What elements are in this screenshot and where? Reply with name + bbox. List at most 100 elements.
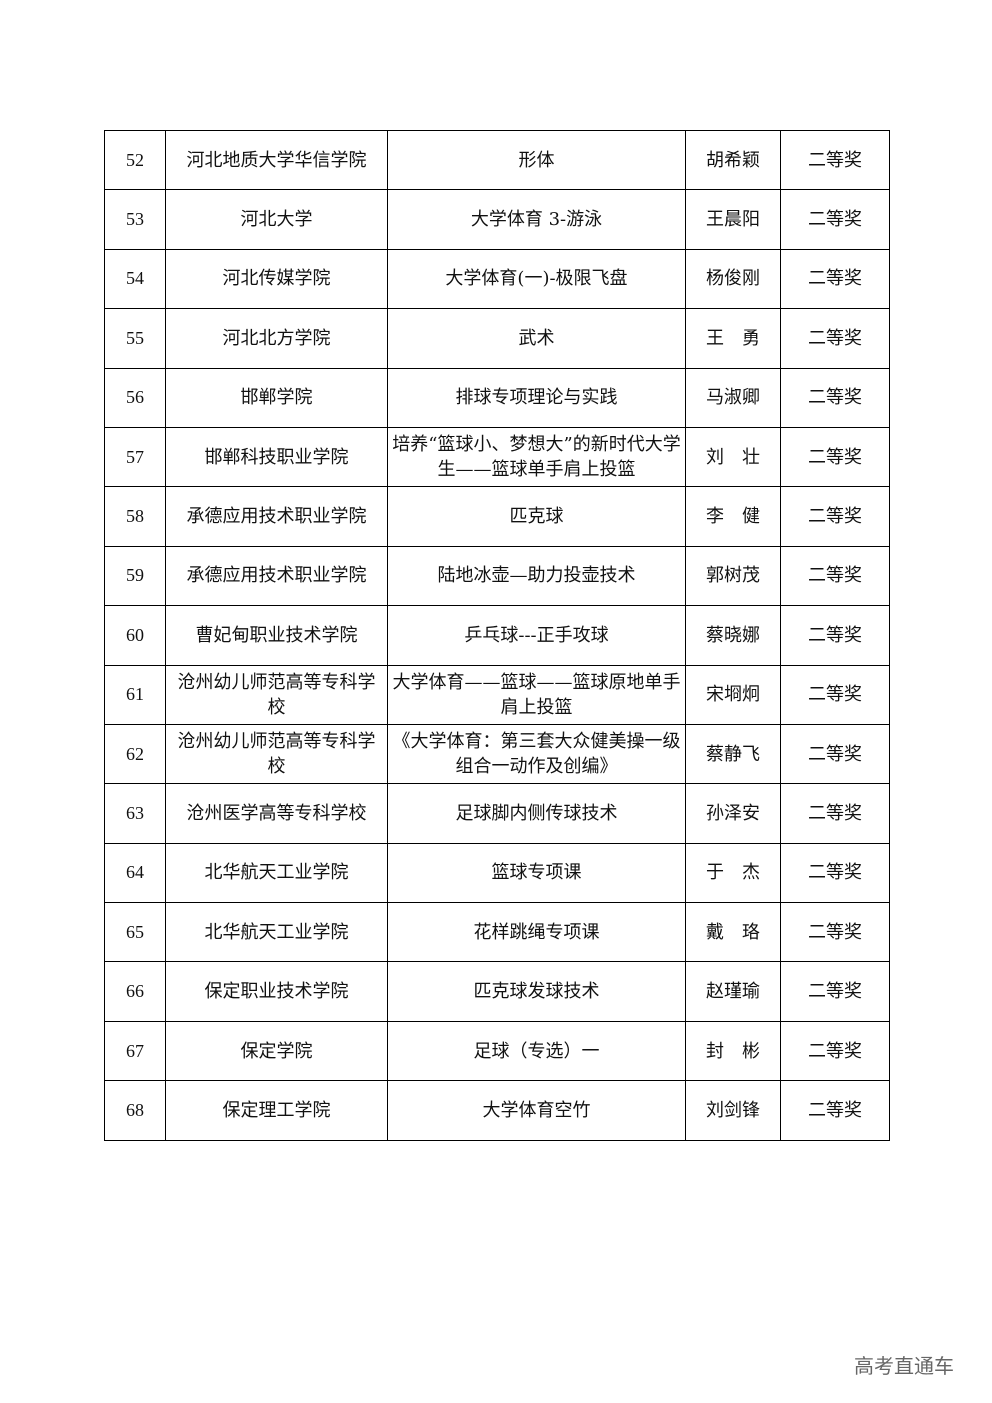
row-number: 57 [104, 426, 166, 488]
award-cell: 二等奖 [780, 308, 890, 369]
table-row: 61 沧州幼儿师范高等专科学校 大学体育——篮球——篮球原地单手肩上投篮 宋埛炯 二等奖 [104, 664, 890, 725]
row-number: 64 [104, 842, 166, 904]
award-cell: 二等奖 [780, 545, 890, 607]
row-number: 68 [104, 1080, 166, 1141]
award-cell: 二等奖 [780, 367, 890, 428]
award-cell: 二等奖 [780, 783, 890, 844]
school-cell: 河北传媒学院 [165, 248, 388, 310]
course-cell: 培养“篮球小、梦想大”的新时代大学生——篮球单手肩上投篮 [387, 426, 686, 488]
school-cell: 北华航天工业学院 [165, 842, 388, 904]
teacher-cell: 戴 珞 [685, 902, 781, 963]
teacher-cell: 刘 壮 [685, 426, 781, 488]
teacher-cell: 王晨阳 [685, 189, 781, 250]
school-cell: 沧州医学高等专科学校 [165, 783, 388, 844]
school-cell: 保定职业技术学院 [165, 961, 388, 1022]
course-cell: 足球脚内侧传球技术 [387, 783, 686, 844]
table-row: 60 曹妃甸职业技术学院 乒乓球---正手攻球 蔡晓娜 二等奖 [104, 605, 890, 666]
teacher-cell: 孙泽安 [685, 783, 781, 844]
school-cell: 曹妃甸职业技术学院 [165, 605, 388, 666]
teacher-cell: 王 勇 [685, 308, 781, 369]
course-cell: 匹克球 [387, 486, 686, 547]
award-cell: 二等奖 [780, 1020, 890, 1082]
table-row: 54 河北传媒学院 大学体育(一)-极限飞盘 杨俊刚 二等奖 [104, 248, 890, 310]
course-cell: 足球（专选）一 [387, 1020, 686, 1082]
row-number: 65 [104, 902, 166, 963]
course-cell: 花样跳绳专项课 [387, 902, 686, 963]
row-number: 52 [104, 129, 166, 191]
course-cell: 大学体育空竹 [387, 1080, 686, 1141]
row-number: 61 [104, 664, 166, 725]
school-cell: 保定理工学院 [165, 1080, 388, 1141]
teacher-cell: 蔡晓娜 [685, 605, 781, 666]
school-cell: 沧州幼儿师范高等专科学校 [165, 664, 388, 725]
school-cell: 保定学院 [165, 1020, 388, 1082]
table-row: 56 邯郸学院 排球专项理论与实践 马淑卿 二等奖 [104, 367, 890, 428]
award-cell: 二等奖 [780, 605, 890, 666]
school-cell: 河北地质大学华信学院 [165, 129, 388, 191]
row-number: 59 [104, 545, 166, 607]
course-cell: 篮球专项课 [387, 842, 686, 904]
table-row: 62 沧州幼儿师范高等专科学校 《大学体育：第三套大众健美操一级 组合一动作及创编》… [104, 723, 890, 785]
watermark: 高考直通车 [854, 1354, 954, 1378]
teacher-cell: 马淑卿 [685, 367, 781, 428]
teacher-cell: 李 健 [685, 486, 781, 547]
teacher-cell: 宋埛炯 [685, 664, 781, 725]
award-cell: 二等奖 [780, 248, 890, 310]
table-row: 68 保定理工学院 大学体育空竹 刘剑锋 二等奖 [104, 1080, 890, 1141]
course-cell: 武术 [387, 308, 686, 369]
table-row: 53 河北大学 大学体育 3-游泳 王晨阳 二等奖 [104, 189, 890, 250]
row-number: 62 [104, 723, 166, 785]
table-row: 52 河北地质大学华信学院 形体 胡希颖 二等奖 [104, 129, 890, 191]
table-row: 67 保定学院 足球（专选）一封 彬二等奖 [104, 1020, 890, 1082]
course-cell: 陆地冰壶—助力投壶技术 [387, 545, 686, 607]
teacher-cell: 郭树茂 [685, 545, 781, 607]
table-row: 66 保定职业技术学院 匹克球发球技术 赵瑾瑜 二等奖 [104, 961, 890, 1022]
row-number: 58 [104, 486, 166, 547]
table-row: 57 邯郸科技职业学院 培养“篮球小、梦想大”的新时代大学生——篮球单手肩上投篮刘 … [104, 426, 890, 488]
award-cell: 二等奖 [780, 902, 890, 963]
table-row: 55 河北北方学院 武术王 勇二等奖 [104, 308, 890, 369]
teacher-cell: 刘剑锋 [685, 1080, 781, 1141]
teacher-cell: 杨俊刚 [685, 248, 781, 310]
school-cell: 沧州幼儿师范高等专科学校 [165, 723, 388, 785]
course-cell: 大学体育(一)-极限飞盘 [387, 248, 686, 310]
row-number: 56 [104, 367, 166, 428]
row-number: 66 [104, 961, 166, 1022]
award-cell: 二等奖 [780, 664, 890, 725]
teacher-cell: 赵瑾瑜 [685, 961, 781, 1022]
course-cell: 《大学体育：第三套大众健美操一级 组合一动作及创编》 [387, 723, 686, 785]
award-cell: 二等奖 [780, 723, 890, 785]
teacher-cell: 于 杰 [685, 842, 781, 904]
table-row: 64 北华航天工业学院 篮球专项课于 杰二等奖 [104, 842, 890, 904]
row-number: 60 [104, 605, 166, 666]
award-cell: 二等奖 [780, 189, 890, 250]
award-cell: 二等奖 [780, 1080, 890, 1141]
course-cell: 排球专项理论与实践 [387, 367, 686, 428]
school-cell: 邯郸科技职业学院 [165, 426, 388, 488]
school-cell: 北华航天工业学院 [165, 902, 388, 963]
award-cell: 二等奖 [780, 426, 890, 488]
course-cell: 乒乓球---正手攻球 [387, 605, 686, 666]
row-number: 67 [104, 1020, 166, 1082]
school-cell: 承德应用技术职业学院 [165, 545, 388, 607]
row-number: 55 [104, 308, 166, 369]
award-cell: 二等奖 [780, 129, 890, 191]
course-cell: 大学体育 3-游泳 [387, 189, 686, 250]
school-cell: 河北大学 [165, 189, 388, 250]
school-cell: 邯郸学院 [165, 367, 388, 428]
course-cell: 大学体育——篮球——篮球原地单手肩上投篮 [387, 664, 686, 725]
table-row: 63 沧州医学高等专科学校 足球脚内侧传球技术 孙泽安 二等奖 [104, 783, 890, 844]
row-number: 63 [104, 783, 166, 844]
table-row: 59 承德应用技术职业学院 陆地冰壶—助力投壶技术 郭树茂 二等奖 [104, 545, 890, 607]
school-cell: 承德应用技术职业学院 [165, 486, 388, 547]
table-row: 65 北华航天工业学院 花样跳绳专项课戴 珞二等奖 [104, 902, 890, 963]
award-cell: 二等奖 [780, 486, 890, 547]
row-number: 54 [104, 248, 166, 310]
teacher-cell: 封 彬 [685, 1020, 781, 1082]
teacher-cell: 蔡静飞 [685, 723, 781, 785]
award-cell: 二等奖 [780, 842, 890, 904]
course-cell: 形体 [387, 129, 686, 191]
award-cell: 二等奖 [780, 961, 890, 1022]
course-cell: 匹克球发球技术 [387, 961, 686, 1022]
award-table: 52 河北地质大学华信学院 形体 胡希颖 二等奖 53 河北大学 大学体育 3-游泳 王晨阳 二等… [104, 129, 890, 1141]
